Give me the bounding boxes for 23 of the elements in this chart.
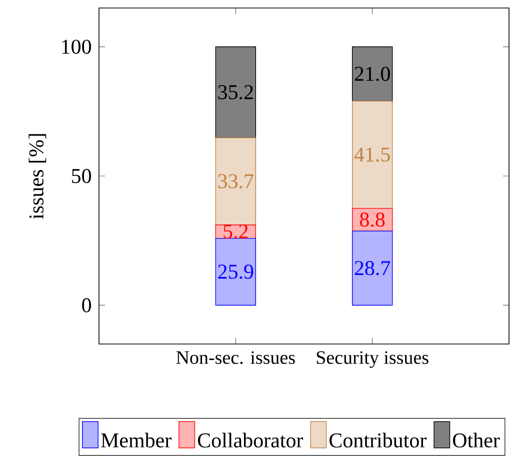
legend-label: Contributor	[330, 432, 426, 448]
bar	[215, 46, 256, 138]
data-label: 25.9	[218, 264, 254, 279]
data-label: 41.5	[354, 148, 390, 162]
x-tick-label: Non-sec. issues	[176, 351, 295, 364]
y-tick-label: 50	[72, 168, 92, 184]
legend-label: Other	[452, 432, 500, 448]
data-label: 21.0	[354, 66, 390, 82]
data-label: 33.7	[218, 174, 254, 188]
legend-label: Collaborator	[198, 432, 304, 448]
y-tick-label: 100	[62, 40, 92, 54]
legend-label: Member	[101, 432, 172, 448]
bar	[352, 100, 393, 209]
y-tick-label: 0	[82, 298, 92, 312]
data-label: 28.7	[354, 261, 390, 276]
bar	[352, 230, 393, 306]
bar	[215, 238, 256, 306]
bar	[352, 46, 393, 102]
data-label: 35.2	[218, 85, 253, 100]
data-label: 8.8	[360, 212, 385, 227]
bar	[215, 137, 256, 226]
y-axis-title: issues [%]	[28, 134, 46, 220]
x-tick-label: Security issues	[316, 351, 428, 368]
